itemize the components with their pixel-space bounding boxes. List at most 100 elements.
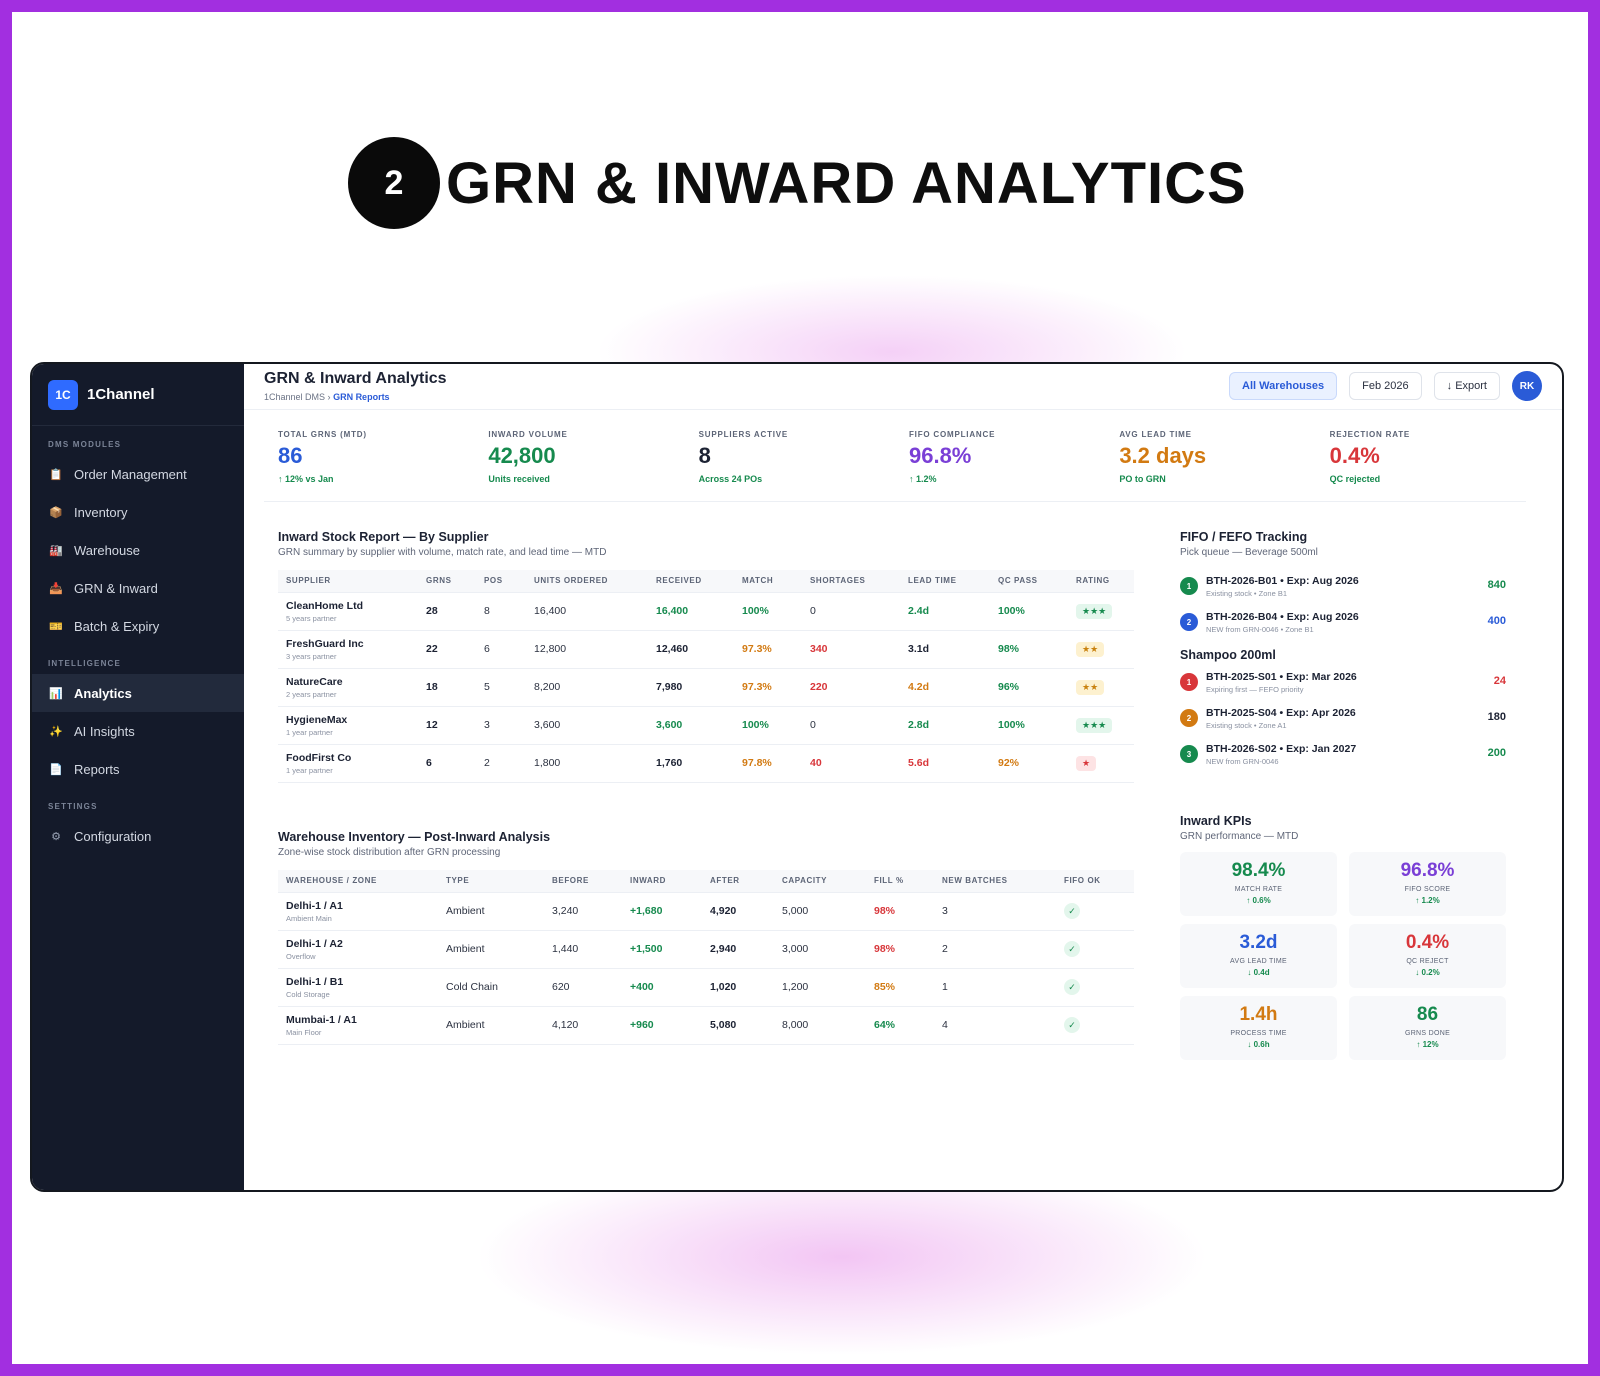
column-header[interactable]: WAREHOUSE / ZONE [278, 870, 438, 893]
fifo-batch-item[interactable]: 2 BTH-2025-S04 • Exp: Apr 2026 Existing st… [1180, 700, 1506, 736]
supplier-name[interactable]: FreshGuard Inc [286, 637, 364, 650]
breadcrumb-separator: › [327, 392, 331, 402]
table-row[interactable]: CleanHome Ltd 5 years partner 28 8 16,400 16,… [278, 592, 1134, 631]
column-header[interactable]: GRNS [418, 570, 476, 593]
batch-quantity: 400 [1487, 615, 1506, 627]
column-header[interactable]: RECEIVED [648, 570, 734, 593]
sidebar-item-warehouse[interactable]: 🏭 Warehouse [32, 531, 244, 569]
pos-cell: 2 [476, 744, 526, 783]
avatar[interactable]: RK [1512, 371, 1542, 401]
all-warehouses-button[interactable]: All Warehouses [1229, 372, 1338, 400]
batches-cell: 2 [934, 930, 1056, 969]
qc-cell: 98% [990, 630, 1068, 669]
fill-cell: 98% [866, 930, 934, 969]
received-cell: 16,400 [648, 592, 734, 631]
fifo-title: FIFO / FEFO Tracking [1180, 530, 1308, 544]
column-header[interactable]: FILL % [866, 870, 934, 893]
column-header[interactable]: INWARD [622, 870, 702, 893]
lead-cell: 3.1d [900, 630, 990, 669]
fifo-batch-item[interactable]: 1 BTH-2026-B01 • Exp: Aug 2026 Existing st… [1180, 568, 1506, 604]
export-button[interactable]: ↓ Export [1433, 372, 1500, 400]
breadcrumb-root[interactable]: 1Channel DMS [264, 392, 326, 402]
check-icon: ✓ [1064, 1017, 1080, 1033]
sidebar-item-ai-insights[interactable]: ✨ AI Insights [32, 712, 244, 750]
table-row[interactable]: Mumbai-1 / A1 Main Floor Ambient 4,120 +960 5… [278, 1006, 1134, 1045]
inward-kpi-change: ↑ 1.2% [1415, 896, 1440, 905]
supplier-name[interactable]: HygieneMax [286, 713, 348, 726]
column-header[interactable]: FIFO OK [1056, 870, 1134, 893]
zone-name[interactable]: Delhi-1 / B1 [286, 975, 344, 988]
column-header[interactable]: LEAD TIME [900, 570, 990, 593]
column-header[interactable]: MATCH [734, 570, 802, 593]
priority-badge: 3 [1180, 745, 1198, 763]
column-header[interactable]: CAPACITY [774, 870, 866, 893]
fifo-batch-item[interactable]: 2 BTH-2026-B04 • Exp: Aug 2026 NEW from GR… [1180, 604, 1506, 640]
box-icon: 📦 [49, 506, 63, 519]
supplier-cell: HygieneMax 1 year partner [278, 706, 418, 745]
inward-kpis-title: Inward KPIs [1180, 814, 1252, 828]
batch-name: BTH-2025-S01 • Exp: Mar 2026 [1206, 670, 1357, 683]
supplier-note: 5 years partner [286, 613, 337, 623]
period-selector[interactable]: Feb 2026 [1349, 372, 1422, 400]
column-header[interactable]: SUPPLIER [278, 570, 418, 593]
supplier-name[interactable]: CleanHome Ltd [286, 599, 364, 612]
column-header[interactable]: RATING [1068, 570, 1134, 593]
column-header[interactable]: POS [476, 570, 526, 593]
supplier-report: Inward Stock Report — By Supplier GRN su… [278, 530, 1134, 783]
sidebar-item-reports[interactable]: 📄 Reports [32, 750, 244, 788]
kpi-subtext: ↑ 12% vs Jan [278, 474, 334, 484]
sidebar-item-configuration[interactable]: ⚙ Configuration [32, 817, 244, 855]
column-header[interactable]: AFTER [702, 870, 774, 893]
match-cell: 97.3% [734, 668, 802, 707]
table-row[interactable]: Delhi-1 / A2 Overflow Ambient 1,440 +1,500 2,… [278, 930, 1134, 969]
inward-kpi-card: 1.4h PROCESS TIME ↓ 0.6h [1180, 996, 1337, 1060]
fifo-ok-cell: ✓ [1056, 930, 1134, 969]
column-header[interactable]: BEFORE [544, 870, 622, 893]
table-row[interactable]: HygieneMax 1 year partner 12 3 3,600 3,600 100… [278, 706, 1134, 745]
factory-icon: 🏭 [49, 544, 63, 557]
supplier-name[interactable]: FoodFirst Co [286, 751, 352, 764]
sidebar-item-label: Analytics [74, 685, 132, 701]
sidebar-item-batch-expiry[interactable]: 🎫 Batch & Expiry [32, 607, 244, 645]
column-header[interactable]: NEW BATCHES [934, 870, 1056, 893]
marketing-canvas: 2 GRN & INWARD ANALYTICS 1C 1Channel DMS… [12, 12, 1588, 1364]
inward-cell: +400 [622, 968, 702, 1007]
table-row[interactable]: Delhi-1 / A1 Ambient Main Ambient 3,240 +1,6… [278, 892, 1134, 931]
column-header[interactable]: QC PASS [990, 570, 1068, 593]
kpi-card: FIFO COMPLIANCE 96.8% ↑ 1.2% [895, 426, 1105, 501]
fifo-batch-item[interactable]: 3 BTH-2026-S02 • Exp: Jan 2027 NEW from GR… [1180, 736, 1506, 772]
sidebar-item-label: Order Management [74, 466, 187, 482]
received-cell: 1,760 [648, 744, 734, 783]
inward-kpi-change: ↓ 0.6h [1247, 1040, 1270, 1049]
sidebar-item-grn-inward[interactable]: 📥 GRN & Inward [32, 569, 244, 607]
sidebar-item-order-management[interactable]: 📋 Order Management [32, 455, 244, 493]
sidebar-item-analytics[interactable]: 📊 Analytics [32, 674, 244, 712]
inward-kpi-value: 1.4h [1239, 1004, 1278, 1025]
column-header[interactable]: SHORTAGES [802, 570, 900, 593]
table-row[interactable]: NatureCare 2 years partner 18 5 8,200 7,980 97… [278, 668, 1134, 707]
sidebar-item-inventory[interactable]: 📦 Inventory [32, 493, 244, 531]
inward-kpi-change: ↓ 0.2% [1415, 968, 1440, 977]
batch-note: Existing stock • Zone B1 [1206, 588, 1287, 598]
qc-cell: 100% [990, 706, 1068, 745]
fifo-spacer [1180, 558, 1506, 568]
fifo-batch-item[interactable]: 1 BTH-2025-S01 • Exp: Mar 2026 Expiring fi… [1180, 664, 1506, 700]
kpi-label: REJECTION RATE [1329, 430, 1411, 439]
zone-name[interactable]: Mumbai-1 / A1 [286, 1013, 357, 1026]
column-header[interactable]: UNITS ORDERED [526, 570, 648, 593]
column-header[interactable]: TYPE [438, 870, 544, 893]
kpi-label: INWARD VOLUME [488, 430, 568, 439]
supplier-name[interactable]: NatureCare [286, 675, 343, 688]
zone-name[interactable]: Delhi-1 / A2 [286, 937, 343, 950]
hero-heading: 2 GRN & INWARD ANALYTICS [348, 135, 1247, 231]
table-row[interactable]: FoodFirst Co 1 year partner 6 2 1,800 1,760 97… [278, 744, 1134, 783]
supplier-cell: FoodFirst Co 1 year partner [278, 744, 418, 783]
breadcrumb-current[interactable]: GRN Reports [333, 392, 390, 402]
ticket-icon: 🎫 [49, 620, 63, 633]
zone-name[interactable]: Delhi-1 / A1 [286, 899, 343, 912]
batch-note: Expiring first — FEFO priority [1206, 684, 1304, 694]
table-row[interactable]: Delhi-1 / B1 Cold Storage Cold Chain 620 +40… [278, 968, 1134, 1007]
sidebar-section-label: SETTINGS [48, 802, 98, 811]
brand[interactable]: 1C 1Channel [32, 364, 244, 426]
table-row[interactable]: FreshGuard Inc 3 years partner 22 6 12,800 12… [278, 630, 1134, 669]
